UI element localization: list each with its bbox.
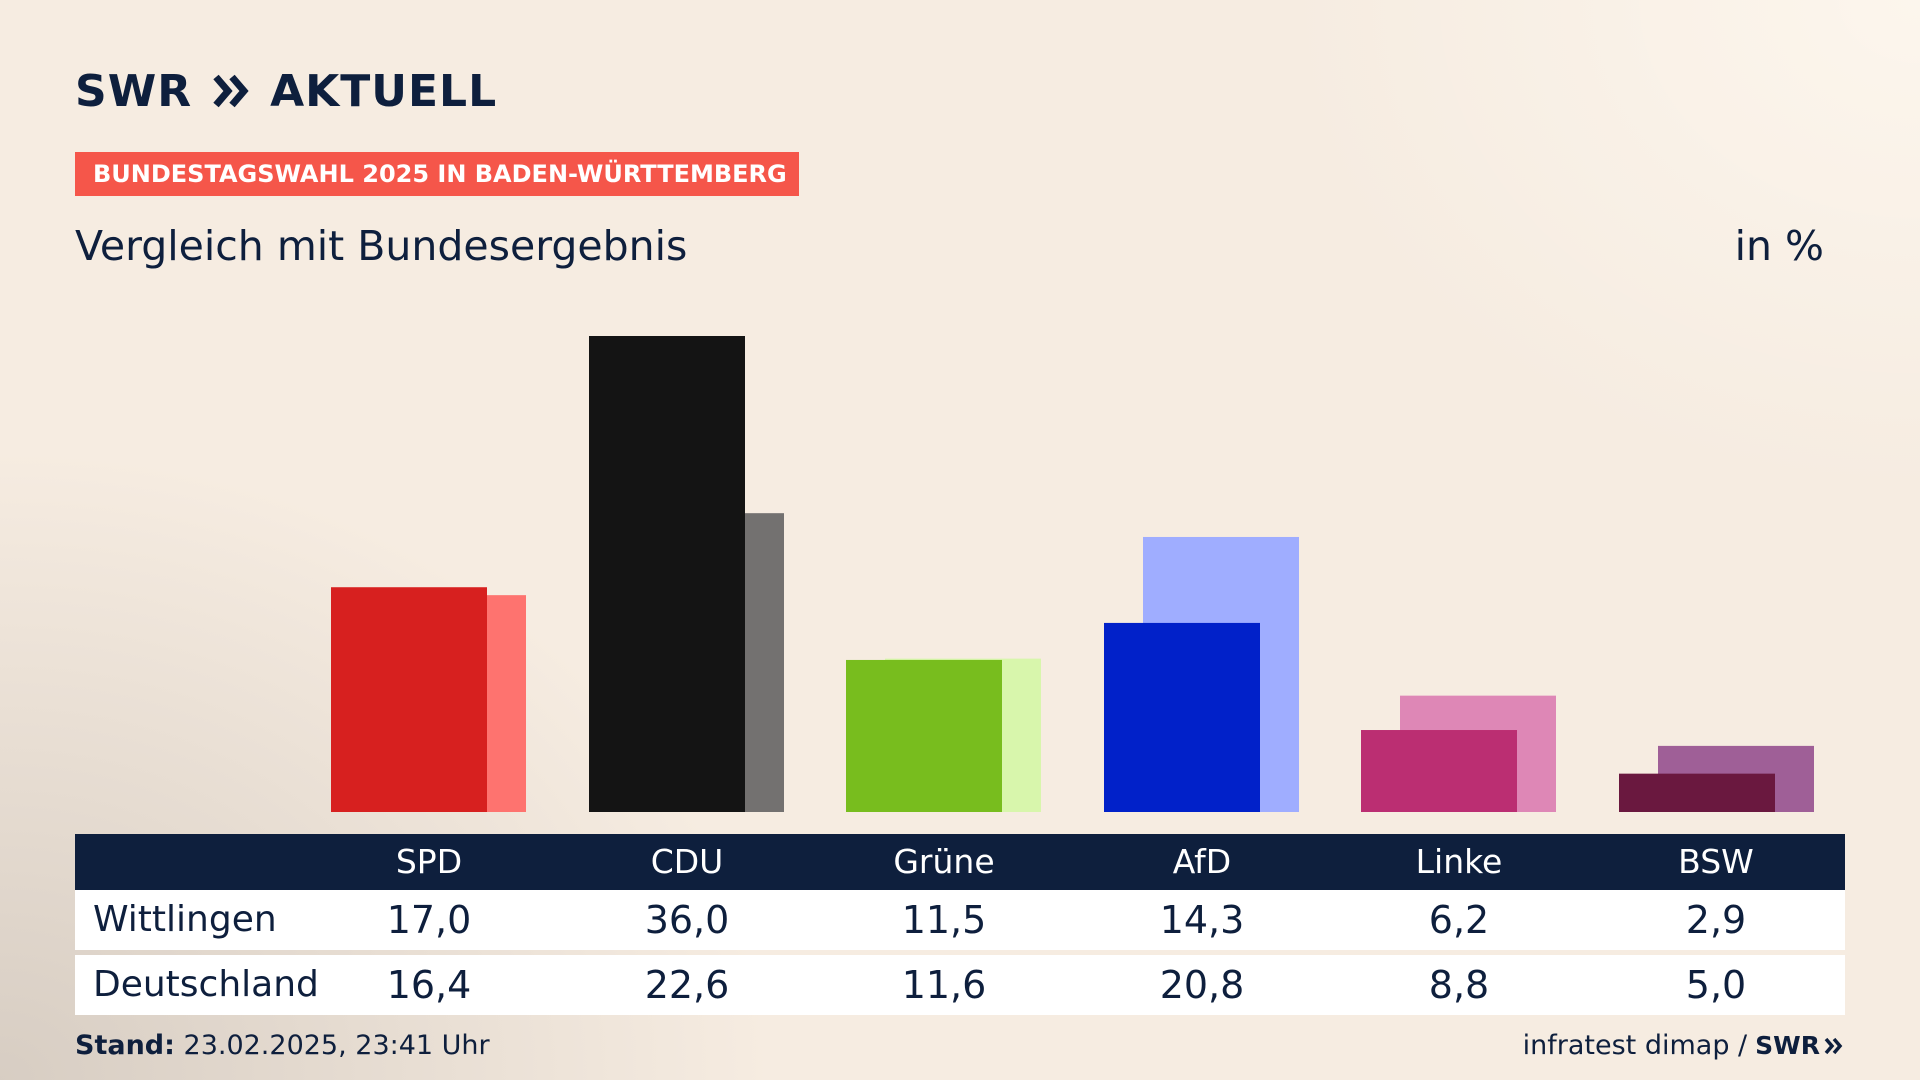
row-label: Wittlingen: [93, 899, 277, 940]
bar-chart: [331, 336, 1814, 812]
timestamp: Stand: 23.02.2025, 23:41 Uhr: [75, 1030, 490, 1061]
table-cell: 20,8: [1159, 963, 1245, 1007]
table-cell: 6,2: [1428, 898, 1490, 942]
swr-small-logo: SWR: [1755, 1031, 1844, 1060]
table-row: Deutschland 16,4 22,6 11,6 20,8 8,8 5,0: [75, 955, 1845, 1015]
row-label: Deutschland: [93, 964, 319, 1005]
table-cell: 36,0: [644, 898, 730, 942]
swr-aktuell-logo: SWR AKTUELL: [75, 65, 498, 117]
table-cell: 5,0: [1685, 963, 1747, 1007]
double-chevron-right-icon: [1824, 1037, 1843, 1054]
table-cell: 22,6: [644, 963, 730, 1007]
table-cell: 11,5: [901, 898, 987, 942]
table-cell: 14,3: [1159, 898, 1245, 942]
table-row: Wittlingen 17,0 36,0 11,5 14,3 6,2 2,9: [75, 890, 1845, 950]
table-cell: 16,4: [386, 963, 472, 1007]
swr-logo-text: SWR: [75, 65, 193, 117]
table-cell: 11,6: [901, 963, 987, 1007]
column-header: CDU: [650, 842, 724, 881]
bar-wittlingen-cdu: [589, 336, 745, 812]
bar-wittlingen-afd: [1104, 622, 1260, 812]
column-header: AfD: [1172, 842, 1232, 881]
bar-wittlingen-spd: [331, 587, 487, 812]
election-banner: BUNDESTAGSWAHL 2025 IN BADEN-WÜRTTEMBERG: [75, 152, 799, 196]
swr-small-text: SWR: [1755, 1031, 1820, 1060]
table-cell: 8,8: [1428, 963, 1490, 1007]
bar-wittlingen-linke: [1361, 730, 1517, 812]
bar-wittlingen-grüne: [846, 659, 1002, 812]
stand-label: Stand:: [75, 1030, 175, 1061]
table-cell: 2,9: [1685, 898, 1747, 942]
double-chevron-right-icon: [213, 74, 249, 108]
source-text: infratest dimap /: [1522, 1030, 1748, 1061]
column-header: Grüne: [893, 842, 995, 881]
table-header: SPD CDU Grüne AfD Linke BSW: [75, 834, 1845, 890]
results-table: SPD CDU Grüne AfD Linke BSW Wittlingen 17,0 36…: [75, 834, 1845, 1015]
bar-wittlingen-bsw: [1619, 773, 1775, 812]
source-credit: infratest dimap / SWR: [1523, 1030, 1844, 1061]
column-header: SPD: [395, 842, 463, 881]
aktuell-logo-text: AKTUELL: [270, 65, 498, 117]
chart-subtitle: Vergleich mit Bundesergebnis: [75, 222, 688, 270]
stand-value: 23.02.2025, 23:41 Uhr: [183, 1030, 490, 1061]
table-cell: 17,0: [386, 898, 472, 942]
column-header: BSW: [1678, 842, 1754, 881]
unit-label: in %: [1734, 222, 1824, 270]
column-header: Linke: [1415, 842, 1503, 881]
